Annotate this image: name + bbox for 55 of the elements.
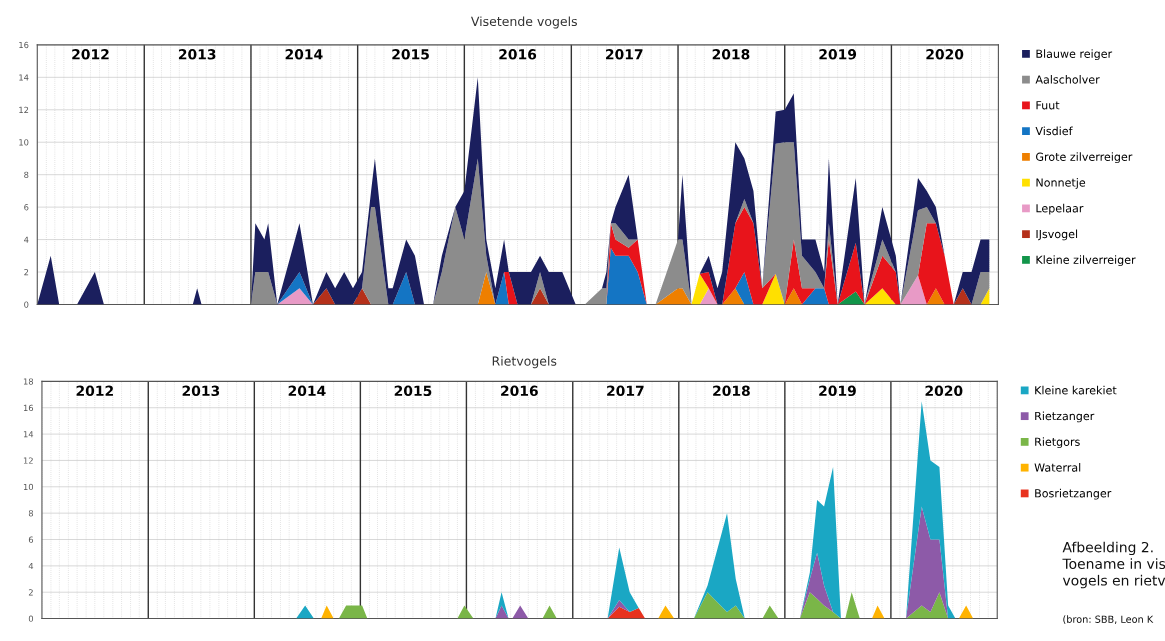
legend-label: Fuut <box>1036 101 1060 110</box>
x-tick-label: 2015 <box>392 49 429 60</box>
y-tick-label: 8 <box>28 510 34 517</box>
y-tick-label: 14 <box>23 431 34 438</box>
y-tick-label: 8 <box>24 171 29 178</box>
y-tick-label: 12 <box>19 106 29 113</box>
y-tick-label: 10 <box>19 139 29 146</box>
x-tick-label: 2013 <box>178 49 216 60</box>
legend-label: Waterral <box>1034 463 1081 472</box>
x-tick-label: 2017 <box>606 49 643 60</box>
x-tick-label: 2013 <box>182 385 220 397</box>
x-tick-label: 2017 <box>607 385 644 397</box>
x-tick-label: 2020 <box>926 49 964 60</box>
x-tick-label: 2020 <box>925 385 963 397</box>
x-tick-label: 2012 <box>72 49 109 60</box>
x-tick-label: 2014 <box>288 385 326 397</box>
y-tick-label: 2 <box>28 589 33 596</box>
x-tick-label: 2015 <box>394 385 432 397</box>
y-tick-label: 16 <box>23 404 34 412</box>
legend-label: Nonnetje <box>1036 178 1086 189</box>
y-tick-label: 6 <box>28 536 34 543</box>
legend-label: Visdief <box>1035 126 1073 136</box>
x-tick-label: 2019 <box>819 49 857 60</box>
x-tick-label: 2018 <box>713 385 750 397</box>
legend-label: Lepelaar <box>1036 203 1084 215</box>
y-tick-label: 4 <box>28 562 34 570</box>
legend-label: Grote zilverreiger <box>1036 152 1133 164</box>
x-tick-label: 2012 <box>76 385 113 397</box>
y-tick-label: 16 <box>19 41 29 49</box>
legend-label: Aalscholver <box>1035 75 1100 84</box>
y-tick-label: 12 <box>23 457 33 464</box>
x-tick-label: 2019 <box>819 385 856 397</box>
legend-label: Blauwe reiger <box>1036 49 1113 61</box>
chart-title: Visetende vogels <box>470 16 577 29</box>
y-tick-label: 4 <box>24 236 29 243</box>
y-tick-label: 14 <box>19 74 29 81</box>
y-tick-label: 10 <box>23 483 34 491</box>
legend-label: Bosrietzanger <box>1035 488 1112 500</box>
y-tick-label: 2 <box>24 269 29 276</box>
y-tick-label: 6 <box>24 204 29 211</box>
legend-label: IJsvogel <box>1036 229 1078 241</box>
text: Afbeelding 2. Toename in vis vogels en rietv <box>1062 541 1165 589</box>
legend-label: Rietgors <box>1035 437 1080 449</box>
x-tick-label: 2016 <box>501 385 538 397</box>
legend-label: Rietzanger <box>1035 411 1095 423</box>
y-tick-label: 0 <box>24 301 29 308</box>
legend-label: Kleine zilverreiger <box>1036 255 1136 267</box>
y-tick-label: 18 <box>23 378 34 385</box>
x-tick-label: 2018 <box>712 49 750 60</box>
chart-title: Rietvogels <box>492 356 557 369</box>
legend-label: Kleine karekiet <box>1035 385 1117 395</box>
x-tick-label: 2014 <box>285 49 323 60</box>
text: (bron: SBB, Leon K <box>1063 615 1154 625</box>
y-tick-label: 0 <box>28 615 34 622</box>
x-tick-label: 2016 <box>499 49 537 60</box>
